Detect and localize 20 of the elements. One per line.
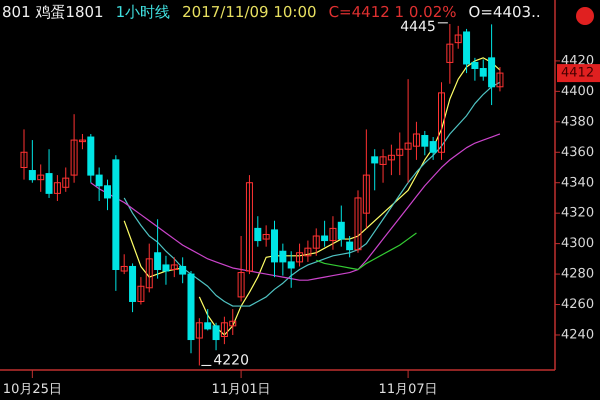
chart-title: 801 鸡蛋1801 — [2, 3, 104, 21]
y-tick-label: 4320 — [561, 206, 594, 221]
y-tick-label: 4400 — [561, 84, 594, 99]
annotation: 2017/11/09 10:00 — [182, 3, 317, 21]
chart-subtitle: 1小时线 — [116, 3, 170, 21]
y-tick-label: 4260 — [561, 297, 594, 312]
text: 4412 — [561, 66, 594, 81]
y-tick-label: 4380 — [561, 114, 594, 130]
y-tick-label: 4280 — [561, 266, 594, 282]
annotation: 4445 — [400, 18, 436, 35]
x-tick-label: 10月25日 — [2, 382, 62, 397]
y-tick-label: 4360 — [561, 144, 594, 160]
y-tick-label: 4240 — [561, 328, 594, 343]
annotation: C=4412 1 0.02% — [328, 3, 457, 21]
annotation: O=4403.. — [468, 3, 541, 21]
y-tick-label: 4300 — [561, 236, 594, 252]
y-tick-label: 4340 — [561, 175, 594, 190]
x-tick-label: 11月01日 — [212, 382, 271, 397]
x-tick-label: 11月07日 — [378, 382, 438, 397]
annotation: 4220 — [213, 352, 249, 368]
